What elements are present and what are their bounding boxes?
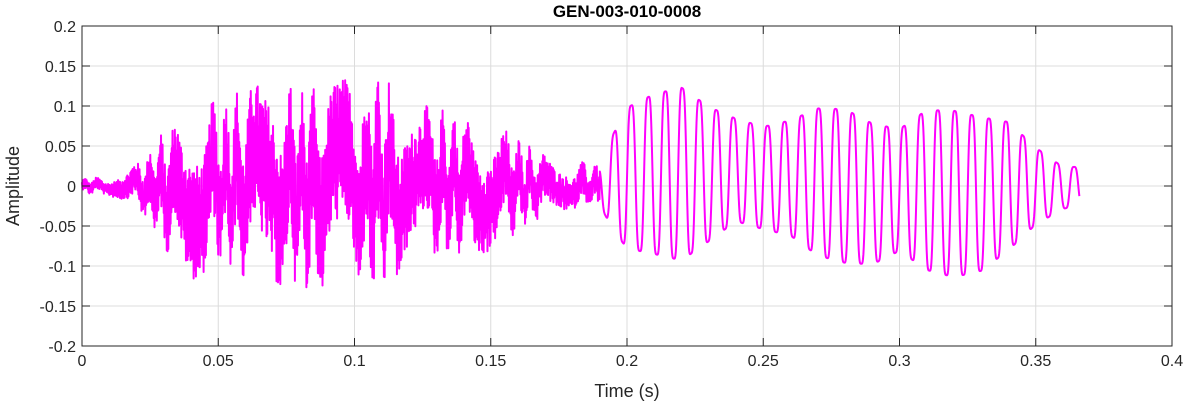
x-tick-label: 0.3 xyxy=(888,353,910,370)
x-tick-label: 0.15 xyxy=(475,353,506,370)
y-tick-label: 0.2 xyxy=(54,19,76,36)
y-tick-label: -0.15 xyxy=(40,299,77,316)
series-line xyxy=(81,79,1081,289)
y-axis-ticks: -0.2 -0.15 -0.1 -0.05 0 0.05 0.1 0.15 0.2 xyxy=(40,19,1172,356)
y-tick-label: -0.2 xyxy=(48,339,76,356)
y-tick-label: 0 xyxy=(67,179,76,196)
x-tick-label: 0.25 xyxy=(748,353,779,370)
series-group xyxy=(81,79,1081,289)
y-tick-label: -0.1 xyxy=(48,259,76,276)
chart-title: GEN-003-010-0008 xyxy=(553,2,701,21)
y-tick-label: 0.1 xyxy=(54,99,76,116)
x-tick-label: 0.35 xyxy=(1020,353,1051,370)
x-tick-label: 0.05 xyxy=(203,353,234,370)
x-axis-ticks: 0 0.05 0.1 0.15 0.2 0.25 0.3 0.35 0.4 xyxy=(78,26,1183,370)
y-tick-label: 0.05 xyxy=(45,139,76,156)
y-tick-label: -0.05 xyxy=(40,219,77,236)
x-tick-label: 0.2 xyxy=(616,353,638,370)
y-tick-label: 0.15 xyxy=(45,59,76,76)
x-tick-label: 0 xyxy=(78,353,87,370)
y-axis-label: Amplitude xyxy=(3,146,23,226)
x-axis-label: Time (s) xyxy=(594,381,659,401)
x-tick-label: 0.4 xyxy=(1161,353,1183,370)
x-tick-label: 0.1 xyxy=(343,353,365,370)
